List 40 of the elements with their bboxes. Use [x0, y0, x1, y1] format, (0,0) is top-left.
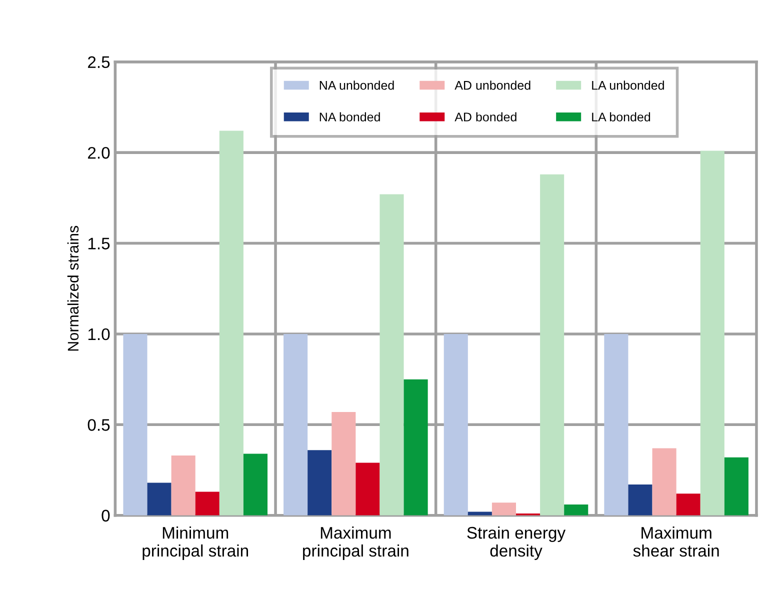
bar: [404, 379, 428, 516]
legend-label: LA bonded: [592, 112, 650, 122]
bar: [284, 334, 308, 516]
y-tick-label: 2.0: [88, 146, 110, 159]
bar: [724, 457, 748, 516]
bar: [195, 492, 220, 516]
bar: [492, 502, 516, 516]
y-tick-label: 0.5: [88, 419, 110, 431]
y-tick-label: 0: [102, 510, 110, 522]
bar: [147, 482, 172, 516]
bar: [171, 456, 196, 516]
x-tick-label: Maximum shear strain: [633, 526, 719, 557]
bar: [676, 494, 700, 516]
legend-label: NA unbonded: [320, 80, 394, 90]
bar: [243, 454, 268, 516]
bar: [123, 334, 148, 516]
x-tick-label: Maximum principal strain: [303, 526, 408, 560]
y-tick-label: 1.5: [88, 238, 110, 250]
bar: [444, 334, 468, 516]
x-tick-label: Minimum principal strain: [142, 526, 248, 560]
bar: [540, 174, 564, 516]
legend-label: LA unbonded: [592, 80, 664, 90]
bar: [308, 450, 332, 516]
bar: [564, 504, 588, 516]
bar: [652, 448, 676, 516]
bar: [628, 484, 652, 516]
legend-label: NA bonded: [320, 112, 380, 122]
bar: [356, 462, 380, 516]
y-tick-label: 1.0: [88, 328, 110, 340]
bar: [700, 150, 724, 516]
y-axis-title: Normalized strains: [67, 226, 79, 351]
bar: [604, 334, 628, 516]
y-tick-label: 2.5: [88, 56, 110, 68]
bar: [380, 194, 404, 516]
bar: [219, 130, 244, 516]
legend-label: AD bonded: [454, 112, 516, 122]
bar: [468, 512, 492, 516]
x-tick-label: Strain energy density: [467, 526, 566, 560]
legend-label: AD unbonded: [454, 80, 530, 90]
bar: [332, 412, 356, 516]
